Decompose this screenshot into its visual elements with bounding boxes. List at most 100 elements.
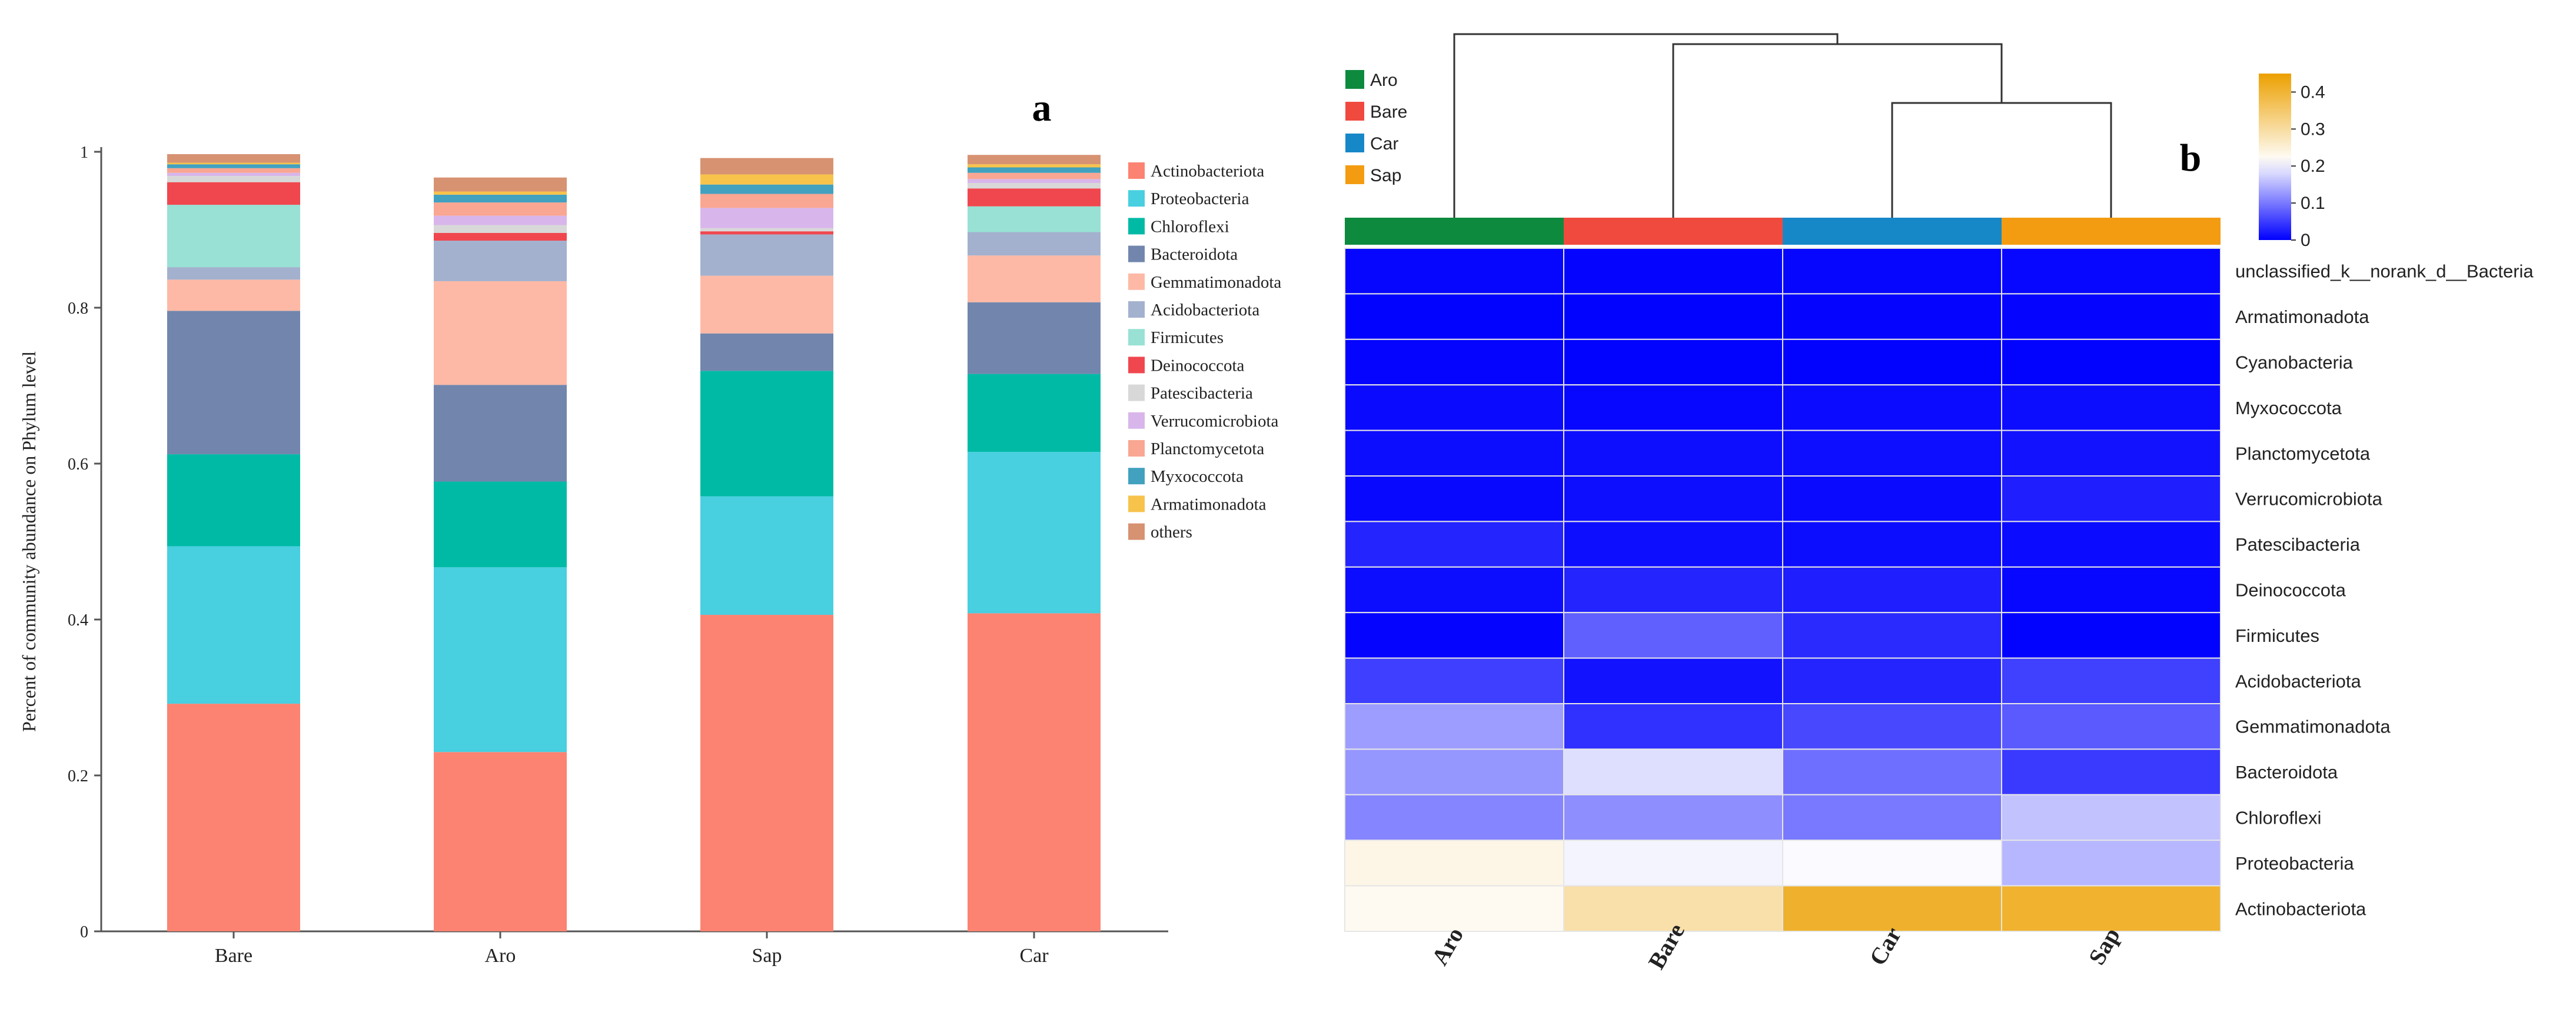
legend-label: Chloroflexi <box>1151 217 1229 236</box>
legend-label: Bacteroidota <box>1151 245 1238 264</box>
group-legend-swatch <box>1345 134 1364 152</box>
y-axis-label: Percent of community abundance on Phylum… <box>18 351 39 732</box>
bar-segment-chloroflexi <box>434 481 567 568</box>
x-tick-label: Bare <box>215 945 252 967</box>
legend-swatch <box>1128 301 1145 318</box>
colorbar-tick-label: 0.1 <box>2301 194 2325 213</box>
heatmap-cell <box>1782 657 2002 704</box>
heatmap-cell <box>2001 612 2221 659</box>
row-label: Proteobacteria <box>2235 853 2354 874</box>
bar-segment-armatimonadota <box>434 191 567 195</box>
row-label: Patescibacteria <box>2235 534 2361 555</box>
heatmap-cell <box>1563 566 1783 614</box>
bar-segment-firmicutes <box>968 206 1101 232</box>
heatmap-cell <box>1563 521 1783 568</box>
bar-segment-gemmatimonadota <box>167 279 300 311</box>
legend-label: Verrucomicrobiota <box>1151 412 1279 431</box>
bar-segment-verrucomicrobiota <box>968 179 1101 183</box>
heatmap-cell <box>1782 794 2002 841</box>
bar-segment-gemmatimonadota <box>968 255 1101 302</box>
bar-segment-armatimonadota <box>700 174 833 185</box>
stacked-bar-chart: 0 0.2 0.4 0.6 0.8 1 Percent of community abund… <box>18 86 1281 967</box>
dendrogram-branch <box>1672 43 2003 218</box>
bar-segment-bacteroidota <box>167 311 300 455</box>
bar-segment-patescibacteria <box>434 225 567 233</box>
legend-label: Actinobacteriota <box>1151 162 1264 181</box>
heatmap-cell <box>1782 748 2002 795</box>
heatmap-cell <box>1344 475 1564 522</box>
bar-segment-planctomycetota <box>167 168 300 173</box>
row-label: Gemmatimonadota <box>2235 717 2391 737</box>
y-tick-label: 0.6 <box>68 455 88 474</box>
column-group-bar <box>1564 218 1783 245</box>
heatmap-cell <box>1563 293 1783 340</box>
heatmap-cell <box>1782 612 2002 659</box>
legend-swatch <box>1128 412 1145 429</box>
heatmap-cell <box>1563 748 1783 795</box>
heatmap-cell <box>1563 840 1783 887</box>
heatmap-cell <box>1563 885 1783 932</box>
heatmap-cell <box>1344 748 1564 795</box>
legend-label: Proteobacteria <box>1151 189 1249 208</box>
bar-segment-deinococcota <box>968 188 1101 207</box>
legend-swatch <box>1128 495 1145 512</box>
row-label: Actinobacteriota <box>2235 898 2366 919</box>
heatmap-cell <box>1344 840 1564 887</box>
row-label: Chloroflexi <box>2235 808 2321 828</box>
y-tick-label: 0 <box>80 923 88 941</box>
y-tick-label: 0.2 <box>68 767 88 785</box>
row-label: Armatimonadota <box>2235 307 2369 327</box>
row-label: unclassified_k__norank_d__Bacteria <box>2235 261 2534 282</box>
heatmap-cell <box>1782 248 2002 295</box>
heatmap-cell <box>1782 566 2002 614</box>
row-label: Cyanobacteria <box>2235 352 2354 373</box>
heatmap-cell <box>2001 521 2221 568</box>
group-legend-label: Aro <box>1370 71 1398 90</box>
bar-segment-gemmatimonadota <box>700 275 833 334</box>
heatmap-cell <box>2001 794 2221 841</box>
heatmap-cell <box>2001 293 2221 340</box>
row-label: Bacteroidota <box>2235 762 2338 782</box>
bar-segment-patescibacteria <box>167 176 300 182</box>
heatmap-cell <box>1563 384 1783 431</box>
legend-label: Firmicutes <box>1151 328 1224 347</box>
group-legend-label: Sap <box>1370 166 1401 185</box>
heatmap-cell <box>1782 703 2002 750</box>
heatmap-cell <box>1782 429 2002 477</box>
bar-segment-others <box>167 154 300 163</box>
bar-segment-firmicutes <box>167 205 300 268</box>
legend-swatch <box>1128 357 1145 374</box>
bar-segment-armatimonadota <box>968 164 1101 168</box>
bar-segment-actinobacteriota <box>434 752 567 931</box>
bar-segment-acidobacteriota <box>167 267 300 280</box>
legend-swatch <box>1128 273 1145 290</box>
bar-segment-planctomycetota <box>700 194 833 208</box>
heatmap-cell <box>1782 384 2002 431</box>
heatmap-cell <box>2001 885 2221 932</box>
heatmap-cell <box>1344 703 1564 750</box>
y-tick-label: 0.8 <box>68 299 88 318</box>
legend-label: Myxococcota <box>1151 467 1244 486</box>
bar-segment-deinococcota <box>700 231 833 235</box>
bar-segment-verrucomicrobiota <box>167 172 300 177</box>
x-tick-label: Car <box>1019 945 1049 967</box>
column-group-bar <box>1345 218 1564 245</box>
bar-segment-acidobacteriota <box>968 232 1101 256</box>
bar-segment-proteobacteria <box>968 452 1101 614</box>
row-label: Acidobacteriota <box>2235 671 2361 691</box>
legend-swatch <box>1128 468 1145 485</box>
heatmap-cell <box>1563 248 1783 295</box>
heatmap-cell <box>1344 612 1564 659</box>
bar-segment-gemmatimonadota <box>434 281 567 385</box>
legend-label: Planctomycetota <box>1151 439 1264 458</box>
heatmap-cell <box>2001 429 2221 477</box>
group-legend-swatch <box>1345 70 1364 89</box>
heatmap-cell <box>1344 248 1564 295</box>
colorbar-tick-label: 0 <box>2301 231 2311 250</box>
heatmap-cell <box>1563 429 1783 477</box>
heatmap-cell <box>1344 293 1564 340</box>
colorbar-tick-label: 0.2 <box>2301 156 2325 176</box>
bar-segment-planctomycetota <box>434 202 567 216</box>
group-legend-label: Car <box>1370 134 1398 154</box>
heatmap-cell <box>1344 338 1564 386</box>
